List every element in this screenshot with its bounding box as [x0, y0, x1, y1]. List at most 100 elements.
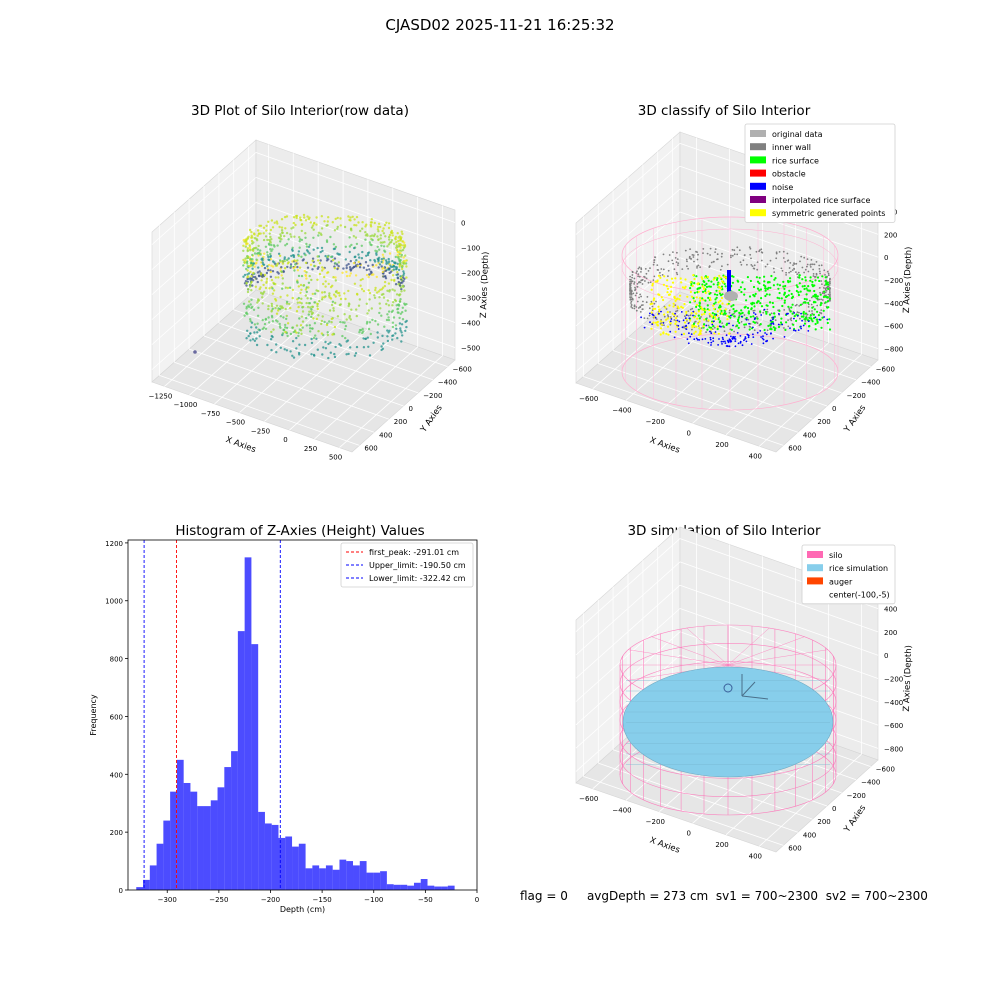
- plot1-point: [355, 345, 359, 349]
- plot2-point-noise: [709, 330, 711, 333]
- plot1-point: [305, 290, 308, 294]
- plot2-xtick-label: −200: [646, 418, 665, 426]
- plot1-ztick-label: −400: [461, 320, 480, 328]
- plot2-ztick-label: 200: [884, 231, 897, 239]
- plot1-point: [267, 304, 270, 308]
- plot1-point: [330, 321, 333, 324]
- plot1-point: [400, 331, 403, 334]
- plot4-legend-box: [801, 544, 896, 605]
- plot2-point-symmetric: [695, 325, 698, 328]
- plot2-point-noise: [711, 323, 714, 326]
- plot2-point-inner-wall: [829, 287, 831, 290]
- plot1-gridline: [174, 361, 375, 433]
- plot1-point: [320, 246, 324, 250]
- plot2-point-inner-wall: [643, 317, 646, 319]
- plot1-point: [394, 324, 398, 327]
- plot2-point-noise: [712, 320, 715, 323]
- plot2-point-noise: [801, 319, 803, 322]
- plot2-point-inner-wall: [630, 304, 633, 306]
- plot2-point-rice-surface: [778, 284, 782, 287]
- plot4-gridline: [612, 749, 813, 820]
- plot1-point: [372, 341, 375, 344]
- plot1-point: [250, 289, 253, 292]
- plot1-gridline: [151, 177, 257, 270]
- plot2-point-inner-wall: [726, 263, 729, 266]
- plot1-point: [360, 288, 364, 291]
- plot1-point: [402, 285, 405, 288]
- plot1-point: [280, 229, 284, 232]
- plot1-point: [249, 303, 252, 306]
- plot2-point-noise: [640, 316, 642, 319]
- plot1-point: [358, 266, 362, 269]
- plot1-point: [247, 304, 250, 307]
- plot2-gridline: [583, 376, 784, 446]
- plot1-point: [255, 261, 258, 265]
- plot1-xtick-label: 0: [283, 436, 287, 444]
- plot2-point-noise: [720, 340, 723, 343]
- plot1-point: [377, 260, 380, 263]
- plot1-point: [285, 317, 288, 321]
- plot2-point-rice-surface: [695, 275, 698, 278]
- plot1-point: [387, 318, 391, 322]
- plot1-ytick-label: −400: [438, 379, 457, 387]
- plot1-point: [261, 258, 264, 262]
- plot2-point-rice-surface: [763, 275, 766, 278]
- plot2-point-rice-surface: [755, 301, 759, 304]
- plot1-point: [271, 335, 274, 339]
- plot1-point: [298, 301, 302, 304]
- plot1-point: [270, 219, 274, 222]
- plot2-point-noise: [704, 338, 707, 340]
- plot1-point: [278, 237, 282, 240]
- plot2-point-rice-surface: [799, 290, 802, 293]
- plot2-point-inner-wall: [825, 289, 828, 292]
- plot2-point-inner-wall: [646, 296, 649, 298]
- plot1-point: [371, 318, 374, 321]
- plot1-point: [344, 336, 347, 340]
- plot1-point: [308, 274, 311, 278]
- plot2-point-rice-surface: [806, 289, 809, 292]
- plot1-point: [252, 262, 256, 265]
- plot2-point-rice-surface: [816, 276, 820, 279]
- plot1-point: [281, 262, 285, 265]
- plot2-point-inner-wall: [686, 320, 688, 322]
- plot2-point-rice-surface: [784, 328, 787, 331]
- plot2-point-inner-wall: [691, 254, 694, 256]
- plot2-point-symmetric: [662, 331, 665, 334]
- plot3-histogram: −300 −250 −200 −150 −100 −50 00200400600800100…: [89, 539, 479, 914]
- plot3-bar: [447, 885, 455, 890]
- plot1-point: [403, 289, 406, 292]
- plot1-point: [367, 251, 371, 254]
- plot1-point: [348, 245, 352, 248]
- plot1-yaxis-label: Y Axies: [418, 403, 445, 435]
- plot2-point-rice-surface: [731, 281, 734, 284]
- plot2-point-inner-wall: [645, 272, 648, 275]
- plot1-point: [347, 352, 350, 356]
- plot2-point-symmetric: [689, 319, 692, 322]
- plot2-point-inner-wall: [753, 309, 756, 312]
- plot2-point-rice-surface: [803, 284, 806, 288]
- plot2-point-inner-wall: [780, 267, 783, 270]
- plot1-point: [377, 238, 380, 242]
- plot4-silo-roof-line: [686, 627, 729, 666]
- plot1-point: [310, 278, 313, 282]
- plot2-point-noise: [807, 320, 810, 323]
- plot2-point-inner-wall: [829, 282, 831, 285]
- plot1-point: [324, 285, 327, 288]
- plot1-point: [302, 258, 305, 261]
- plot1-gridline: [151, 277, 257, 370]
- plot1-point: [378, 263, 382, 266]
- plot1-point: [341, 271, 344, 274]
- plot1-point: [348, 266, 352, 269]
- plot2-point-rice-surface: [697, 314, 700, 317]
- plot2-point-rice-surface: [793, 315, 796, 318]
- plot2-point-noise: [680, 311, 683, 313]
- plot1-point: [291, 296, 294, 300]
- plot3-bar: [353, 865, 360, 890]
- plot1-point: [303, 216, 306, 219]
- plot1-point: [388, 241, 392, 244]
- plot1-point: [246, 290, 250, 294]
- plot4-ytick-label: 600: [788, 844, 801, 852]
- plot2-point-noise: [754, 313, 757, 316]
- plot2-point-inner-wall: [644, 276, 646, 278]
- plot3-bar: [373, 872, 381, 890]
